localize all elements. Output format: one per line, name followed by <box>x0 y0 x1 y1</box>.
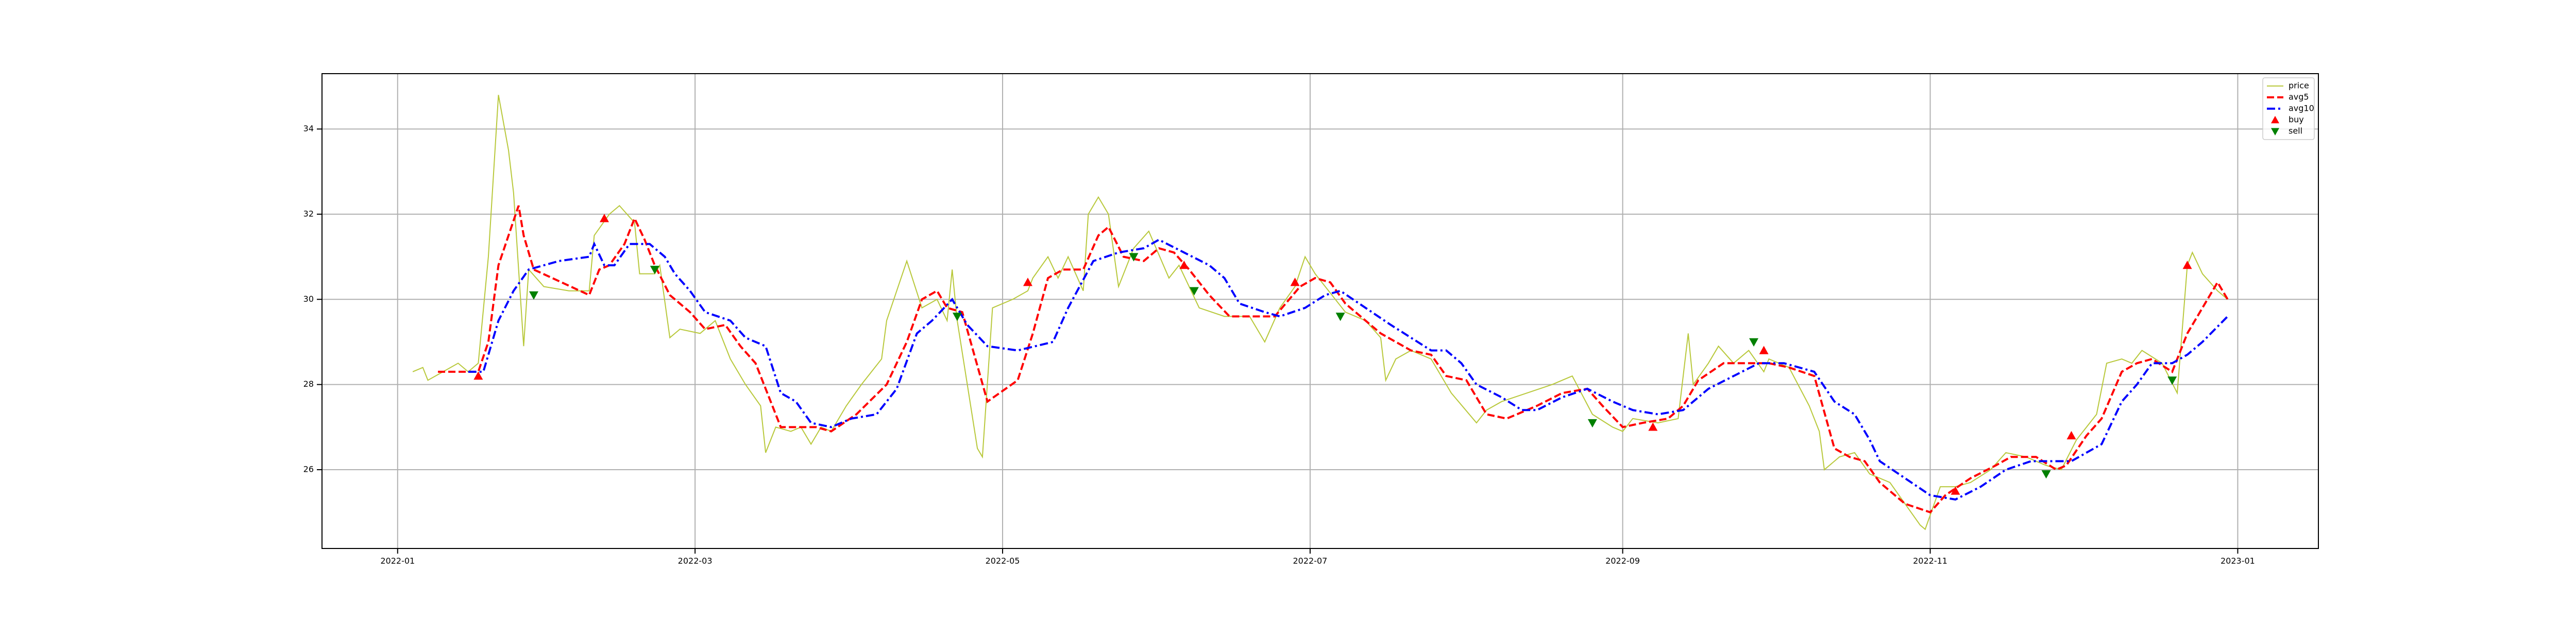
signal-marker <box>599 214 609 222</box>
series-line <box>438 205 2229 514</box>
signal-marker <box>529 291 538 300</box>
x-tick-label: 2022-11 <box>1913 556 1947 566</box>
legend-label: avg10 <box>2289 104 2314 113</box>
legend-box <box>2262 77 2315 140</box>
legend-swatch <box>2271 128 2279 135</box>
x-tick-label: 2022-01 <box>380 556 415 566</box>
signal-marker <box>1749 338 1759 347</box>
signal-marker <box>1189 287 1199 296</box>
legend-swatch <box>2271 116 2279 124</box>
signal-marker <box>650 266 659 274</box>
signal-marker <box>473 371 483 380</box>
signal-marker <box>952 313 962 321</box>
legend-label: price <box>2289 81 2309 91</box>
x-tick-label: 2022-05 <box>986 556 1020 566</box>
signal-marker <box>1587 419 1597 428</box>
legend-label: avg5 <box>2289 92 2309 102</box>
signal-marker <box>1648 422 1658 431</box>
x-tick-label: 2022-03 <box>678 556 713 566</box>
signal-marker <box>1759 346 1769 354</box>
signal-marker <box>1951 486 1960 495</box>
signal-marker <box>2182 261 2192 269</box>
signal-marker <box>2041 470 2051 479</box>
signal-marker <box>1179 261 1189 269</box>
signal-marker <box>1129 253 1139 262</box>
signal-marker <box>1290 278 1300 286</box>
axes-frame <box>321 73 2319 549</box>
series-line <box>412 95 2228 530</box>
signal-marker <box>1023 278 1032 286</box>
y-tick-label: 34 <box>303 124 314 133</box>
signal-marker <box>2167 376 2177 385</box>
signal-marker <box>1335 313 1345 321</box>
x-tick-label: 2022-09 <box>1605 556 1640 566</box>
legend-label: sell <box>2289 126 2302 136</box>
series-line <box>468 238 2229 501</box>
y-tick-label: 32 <box>303 209 314 218</box>
y-tick-label: 30 <box>303 294 314 304</box>
y-tick-label: 26 <box>303 465 314 474</box>
x-tick-label: 2023-01 <box>2221 556 2255 566</box>
y-tick-label: 28 <box>303 379 314 389</box>
signal-marker <box>2066 431 2076 440</box>
legend-label: buy <box>2289 115 2304 125</box>
x-tick-label: 2022-07 <box>1293 556 1327 566</box>
